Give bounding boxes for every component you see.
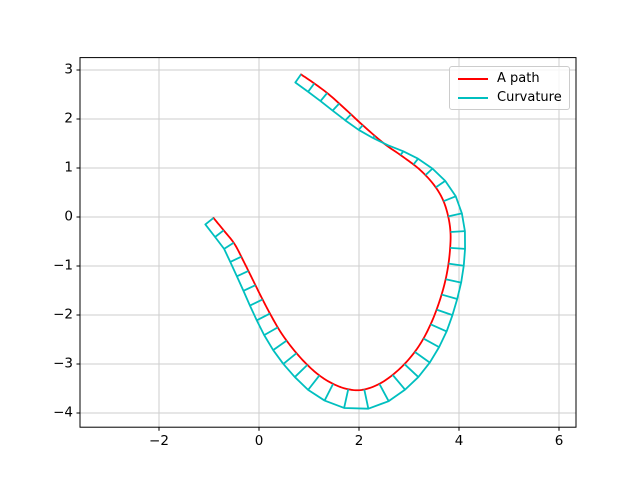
curvature-comb-tooth	[344, 113, 352, 121]
curvature-comb-tooth	[294, 364, 308, 378]
curvature-comb-tooth	[331, 102, 340, 112]
curvature-comb-tooth	[229, 255, 242, 263]
curvature-comb-tooth	[435, 180, 446, 189]
curvature-comb-tooth	[214, 229, 225, 238]
curvature-comb-tooth	[236, 270, 249, 278]
curvature-comb-tooth	[414, 351, 431, 364]
curvature-envelope	[204, 81, 466, 410]
axes-border	[79, 57, 577, 428]
curvature-comb-tooth	[363, 389, 370, 409]
legend-entry-curvature: Curvature	[458, 88, 562, 107]
curvature-comb-tooth	[307, 374, 321, 391]
x-tick-label: −2	[149, 433, 169, 449]
curvature-comb-tooth	[294, 73, 302, 84]
curvature-comb-tooth	[256, 312, 271, 322]
legend: A path Curvature	[449, 66, 570, 110]
curvature-comb-tooth	[447, 212, 463, 218]
x-tick-label: 0	[254, 433, 264, 449]
y-tick-label: 0	[64, 208, 73, 225]
curvature-comb-tooth	[450, 246, 466, 250]
y-tick-label: −4	[53, 404, 73, 421]
x-tick-label: 6	[554, 433, 564, 449]
y-tick-label: −2	[53, 306, 73, 323]
curvature-comb-tooth	[223, 241, 235, 250]
y-tick-label: −1	[53, 257, 73, 274]
curvature-comb-tooth	[319, 92, 328, 102]
legend-line-sample-cyan	[458, 96, 488, 99]
legend-label-curvature: Curvature	[497, 90, 562, 105]
curvature-comb-tooth	[307, 82, 316, 93]
curvature-comb-tooth	[443, 195, 457, 203]
curvature-comb-tooth	[412, 158, 419, 166]
curvature-comb-tooth	[403, 363, 419, 378]
curvature-comb-tooth	[282, 352, 298, 365]
curvature-comb-tooth	[343, 389, 350, 409]
y-tick-label: −3	[53, 355, 73, 372]
curvature-comb-tooth	[323, 383, 334, 401]
x-tick-label: 2	[354, 433, 364, 449]
y-tick-label: 2	[64, 110, 73, 127]
curvature-comb-tooth	[436, 308, 453, 316]
curvature-comb-tooth	[204, 217, 215, 226]
curvature-comb-tooth	[243, 284, 256, 292]
x-tick-label: 4	[454, 433, 464, 449]
y-tick-label: 1	[64, 159, 73, 176]
curvature-comb-tooth	[450, 230, 465, 233]
curvature-comb-tooth	[263, 326, 279, 336]
curvature-comb-tooth	[424, 167, 434, 176]
curvature-comb-tooth	[391, 374, 406, 391]
curvature-comb-tooth	[378, 383, 390, 402]
curvature-comb-tooth	[448, 262, 464, 267]
curvature-comb-tooth	[445, 278, 462, 284]
curvature-comb-tooth	[249, 298, 263, 307]
y-tick-label: 3	[64, 61, 73, 78]
curvature-comb-tooth	[272, 339, 288, 351]
curvature-comb-tooth	[430, 323, 447, 333]
path-line	[212, 73, 452, 392]
curvature-comb-tooth	[441, 293, 458, 300]
curvature-comb-tooth	[357, 124, 364, 131]
legend-entry-a-path: A path	[458, 69, 562, 88]
legend-line-sample-red	[458, 77, 488, 80]
curvature-comb-tooth	[423, 337, 440, 348]
legend-label-a-path: A path	[497, 71, 540, 86]
